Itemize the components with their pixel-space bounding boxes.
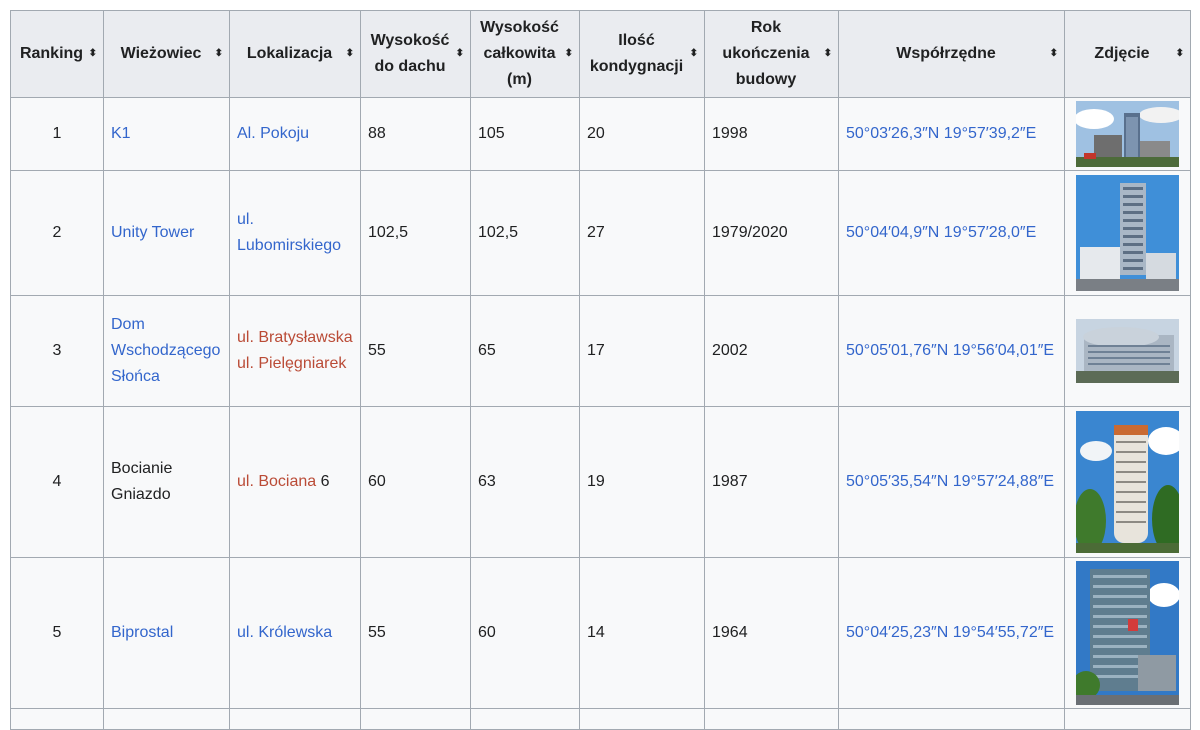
location-cell: ul. Bratysławska ul. Pielęgniarek [229, 295, 361, 407]
rank-cell: 2 [10, 170, 104, 296]
roof-height-cell: 55 [360, 295, 471, 407]
table-row: 2 Unity Tower ul. Lubomirskiego 102,5 10… [10, 170, 1191, 296]
rank-cell: 4 [10, 406, 104, 558]
coords-cell: 50°04′25,23″N 19°54′55,72″E [838, 557, 1065, 709]
col-header-wysokosc-calkowita[interactable]: Wysokość całkowita (m) ⬍ [470, 10, 580, 98]
col-header-wysokosc-dachu[interactable]: Wysokość do dachu ⬍ [360, 10, 471, 98]
location-cell: ul. Lubomirskiego [229, 170, 361, 296]
total-height-cell: 102,5 [470, 170, 580, 296]
location-link[interactable]: Al. Pokoju [237, 125, 310, 142]
year-cell: 1987 [704, 406, 839, 558]
location-cell: ul. Bociana 6 [229, 406, 361, 558]
roof-height-cell: 60 [360, 406, 471, 558]
floors-cell: 19 [579, 406, 705, 558]
coords-link[interactable]: 50°05′01,76″N 19°56′04,01″E [846, 342, 1055, 359]
building-photo[interactable] [1076, 101, 1179, 167]
coords-link[interactable]: 50°03′26,3″N 19°57′39,2″E [846, 125, 1037, 142]
location-link[interactable]: ul. Lubomirskiego [237, 211, 342, 254]
sort-icon[interactable]: ⬍ [88, 48, 97, 59]
total-height-cell: 105 [470, 97, 580, 171]
roof-height-cell: 102,5 [360, 170, 471, 296]
header-row: Ranking ⬍ Wieżowiec ⬍ Lokalizacja ⬍ Wysokoś… [10, 10, 1191, 98]
photo-cell [1064, 97, 1191, 171]
name-cell: Unity Tower [103, 170, 230, 296]
roof-height-cell: 55 [360, 557, 471, 709]
roof-height-cell: 88 [360, 97, 471, 171]
location-cell: Al. Pokoju [229, 97, 361, 171]
coords-cell: 50°05′35,54″N 19°57′24,88″E [838, 406, 1065, 558]
table-row: 5 Biprostal ul. Królewska 55 60 14 1964 … [10, 557, 1191, 709]
photo-cell [1064, 170, 1191, 296]
coords-link[interactable]: 50°04′04,9″N 19°57′28,0″E [846, 224, 1037, 241]
total-height-cell: 63 [470, 406, 580, 558]
sort-icon[interactable]: ⬍ [455, 48, 464, 59]
rank-cell: 3 [10, 295, 104, 407]
location-link[interactable]: ul. Bociana [237, 473, 317, 490]
building-photo[interactable] [1076, 175, 1179, 291]
coords-cell: 50°04′04,9″N 19°57′28,0″E [838, 170, 1065, 296]
sort-icon[interactable]: ⬍ [823, 48, 832, 59]
total-height-cell: 60 [470, 557, 580, 709]
skyscraper-link[interactable]: Dom Wschodzącego Słońca [111, 316, 221, 385]
sort-icon[interactable]: ⬍ [1175, 48, 1184, 59]
col-header-rok[interactable]: Rok ukończenia budowy ⬍ [704, 10, 839, 98]
total-height-cell: 65 [470, 295, 580, 407]
location-link[interactable]: ul. Królewska [237, 624, 333, 641]
table-row: 3 Dom Wschodzącego Słońca ul. Bratysławs… [10, 295, 1191, 407]
building-photo[interactable] [1076, 411, 1179, 553]
coords-cell: 50°03′26,3″N 19°57′39,2″E [838, 97, 1065, 171]
skyscraper-link[interactable]: Unity Tower [111, 224, 195, 241]
sort-icon[interactable]: ⬍ [689, 48, 698, 59]
sort-icon[interactable]: ⬍ [214, 48, 223, 59]
location-link[interactable]: ul. Pielęgniarek [237, 355, 347, 372]
coords-cell: 50°05′01,76″N 19°56′04,01″E [838, 295, 1065, 407]
col-header-lokalizacja[interactable]: Lokalizacja ⬍ [229, 10, 361, 98]
coords-link[interactable]: 50°04′25,23″N 19°54′55,72″E [846, 624, 1055, 641]
name-cell: Dom Wschodzącego Słońca [103, 295, 230, 407]
year-cell: 2002 [704, 295, 839, 407]
floors-cell: 17 [579, 295, 705, 407]
floors-cell: 20 [579, 97, 705, 171]
name-cell: K1 [103, 97, 230, 171]
coords-link[interactable]: 50°05′35,54″N 19°57′24,88″E [846, 473, 1055, 490]
year-cell: 1998 [704, 97, 839, 171]
sort-icon[interactable]: ⬍ [1049, 48, 1058, 59]
building-photo[interactable] [1076, 561, 1179, 705]
location-link[interactable]: ul. Bratysławska [237, 329, 353, 346]
location-cell: ul. Królewska [229, 557, 361, 709]
building-photo[interactable] [1076, 319, 1179, 383]
col-header-zdjecie[interactable]: Zdjęcie ⬍ [1064, 10, 1191, 98]
name-cell: Bocianie Gniazdo [103, 406, 230, 558]
year-cell: 1964 [704, 557, 839, 709]
table-row: 1 K1 Al. Pokoju 88 105 20 1998 50°03′26,… [10, 97, 1191, 171]
sort-icon[interactable]: ⬍ [564, 48, 573, 59]
photo-cell [1064, 406, 1191, 558]
table-row [10, 708, 1191, 730]
skyscraper-link[interactable]: K1 [111, 125, 131, 142]
col-header-wiezowiec[interactable]: Wieżowiec ⬍ [103, 10, 230, 98]
photo-cell [1064, 557, 1191, 709]
photo-cell [1064, 295, 1191, 407]
table-row: 4 Bocianie Gniazdo ul. Bociana 6 60 63 1… [10, 406, 1191, 558]
skyscraper-link[interactable]: Biprostal [111, 624, 174, 641]
sort-icon[interactable]: ⬍ [345, 48, 354, 59]
col-header-ranking[interactable]: Ranking ⬍ [10, 10, 104, 98]
col-header-wspolrzedne[interactable]: Współrzędne ⬍ [838, 10, 1065, 98]
rank-cell: 1 [10, 97, 104, 171]
skyscrapers-table: Ranking ⬍ Wieżowiec ⬍ Lokalizacja ⬍ Wysokoś… [10, 10, 1191, 730]
year-cell: 1979/2020 [704, 170, 839, 296]
floors-cell: 27 [579, 170, 705, 296]
rank-cell: 5 [10, 557, 104, 709]
name-cell: Biprostal [103, 557, 230, 709]
col-header-ilosc-kondygnacji[interactable]: Ilość kondygnacji ⬍ [579, 10, 705, 98]
floors-cell: 14 [579, 557, 705, 709]
